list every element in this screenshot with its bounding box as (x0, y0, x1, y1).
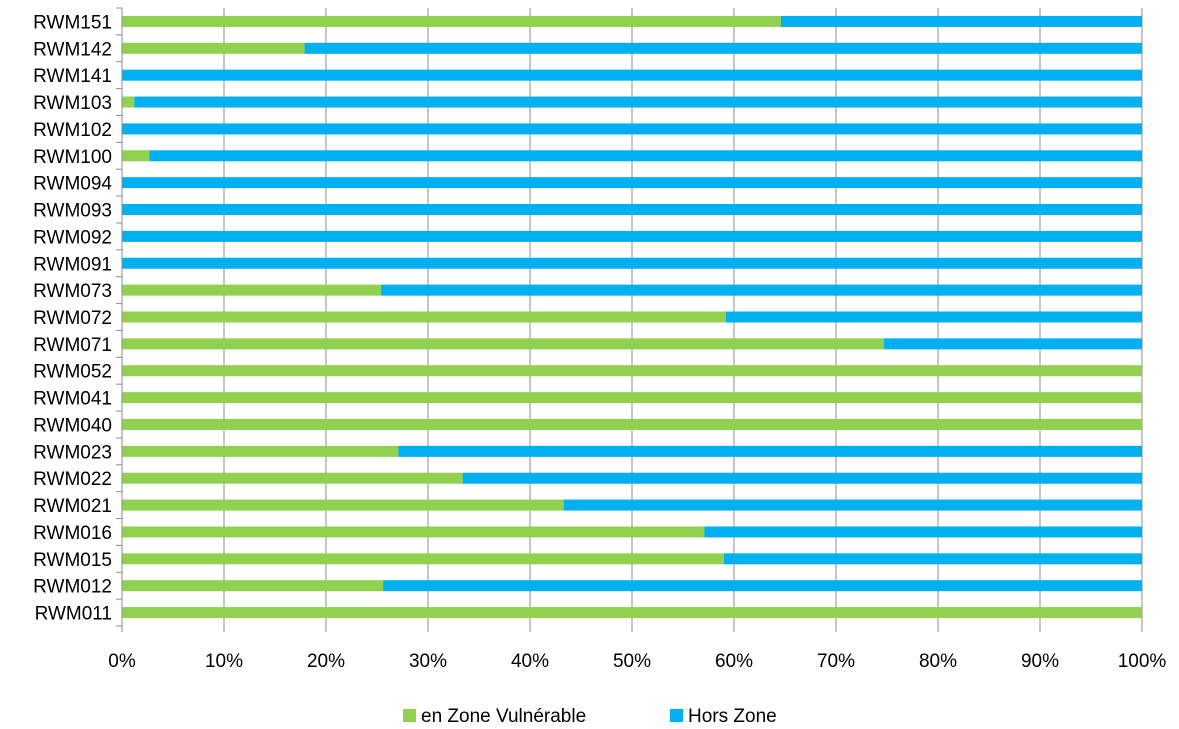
bar-segment (122, 418, 1142, 430)
x-axis-labels: 0% 10% 20% 30% 40% 50% 60% 70% 80% 90% 100% (108, 651, 1166, 672)
bar-segment (134, 96, 1143, 108)
bar-segment (122, 526, 705, 538)
x-tick-label: 90% (1021, 651, 1059, 672)
x-tick-label: 80% (919, 651, 957, 672)
y-category-label: RWM040 (33, 415, 112, 436)
axes (116, 7, 1143, 632)
y-category-label: RWM091 (33, 254, 112, 275)
y-category-label: RWM041 (33, 389, 112, 410)
y-category-label: RWM142 (33, 39, 112, 60)
bar-segment (723, 553, 1142, 565)
legend-swatch (403, 709, 416, 722)
bar-segment (381, 284, 1143, 296)
bar-segment (122, 338, 884, 350)
bar-segment (304, 42, 1143, 54)
x-tick-label: 30% (409, 651, 447, 672)
y-category-label: RWM141 (33, 66, 112, 87)
y-category-label: RWM103 (33, 93, 112, 114)
bar-segment (704, 526, 1142, 538)
legend-swatch (670, 709, 683, 722)
x-tick-label: 10% (205, 651, 243, 672)
bar-segment (122, 284, 382, 296)
y-category-label: RWM071 (33, 335, 112, 356)
bar-segment (122, 204, 1142, 216)
bar-segment (725, 311, 1142, 323)
bar-segment (122, 607, 1142, 619)
y-category-label: RWM022 (33, 469, 112, 490)
x-tick-label: 40% (511, 651, 549, 672)
x-tick-label: 20% (307, 651, 345, 672)
x-tick-label: 0% (108, 651, 136, 672)
y-category-label: RWM052 (33, 362, 112, 383)
y-category-label: RWM094 (33, 174, 112, 195)
bar-segment (462, 472, 1142, 484)
bar-segment (122, 230, 1142, 242)
x-tick-label: 100% (1118, 651, 1167, 672)
y-category-label: RWM023 (33, 442, 112, 463)
bar-segment (122, 15, 781, 27)
bar-segment (383, 580, 1142, 592)
legend: en Zone Vulnérable Hors Zone (403, 706, 777, 727)
bar-segment (122, 42, 305, 54)
y-category-label: RWM073 (33, 281, 112, 302)
bar-segment (122, 150, 150, 162)
bar-segment (149, 150, 1143, 162)
bar-segment (122, 123, 1142, 135)
y-category-label: RWM092 (33, 227, 112, 248)
bar-segment (122, 365, 1142, 377)
bar-segment (122, 96, 135, 108)
y-category-label: RWM011 (35, 604, 112, 625)
bar-segment (122, 553, 724, 565)
bar-segment (780, 15, 1142, 27)
y-category-label: RWM072 (33, 308, 112, 329)
y-category-label: RWM102 (33, 120, 112, 141)
y-category-label: RWM012 (33, 577, 112, 598)
x-tick-label: 70% (817, 651, 855, 672)
bar-segment (398, 445, 1142, 457)
y-category-label: RWM100 (33, 147, 112, 168)
bar-segment (122, 499, 564, 511)
bar-segment (122, 445, 399, 457)
bar-segment (122, 69, 1142, 81)
bar-segment (122, 580, 384, 592)
x-tick-label: 60% (715, 651, 753, 672)
bar-segment (883, 338, 1142, 350)
y-category-label: RWM093 (33, 201, 112, 222)
bar-segment (122, 472, 463, 484)
bar-segment (122, 392, 1142, 404)
y-category-label: RWM021 (33, 496, 112, 517)
bar-segment (563, 499, 1142, 511)
bars (122, 15, 1143, 619)
bar-segment (122, 257, 1142, 269)
y-category-label: RWM015 (33, 550, 112, 571)
y-category-label: RWM151 (33, 12, 112, 33)
bar-segment (122, 311, 726, 323)
y-category-label: RWM016 (33, 523, 112, 544)
x-tick-label: 50% (613, 651, 651, 672)
legend-label: Hors Zone (688, 706, 777, 727)
legend-label: en Zone Vulnérable (421, 706, 586, 727)
bar-segment (122, 177, 1142, 189)
y-axis-labels: RWM151 RWM142 RWM141 RWM103 RWM102 RWM100 RWM0… (33, 12, 112, 624)
